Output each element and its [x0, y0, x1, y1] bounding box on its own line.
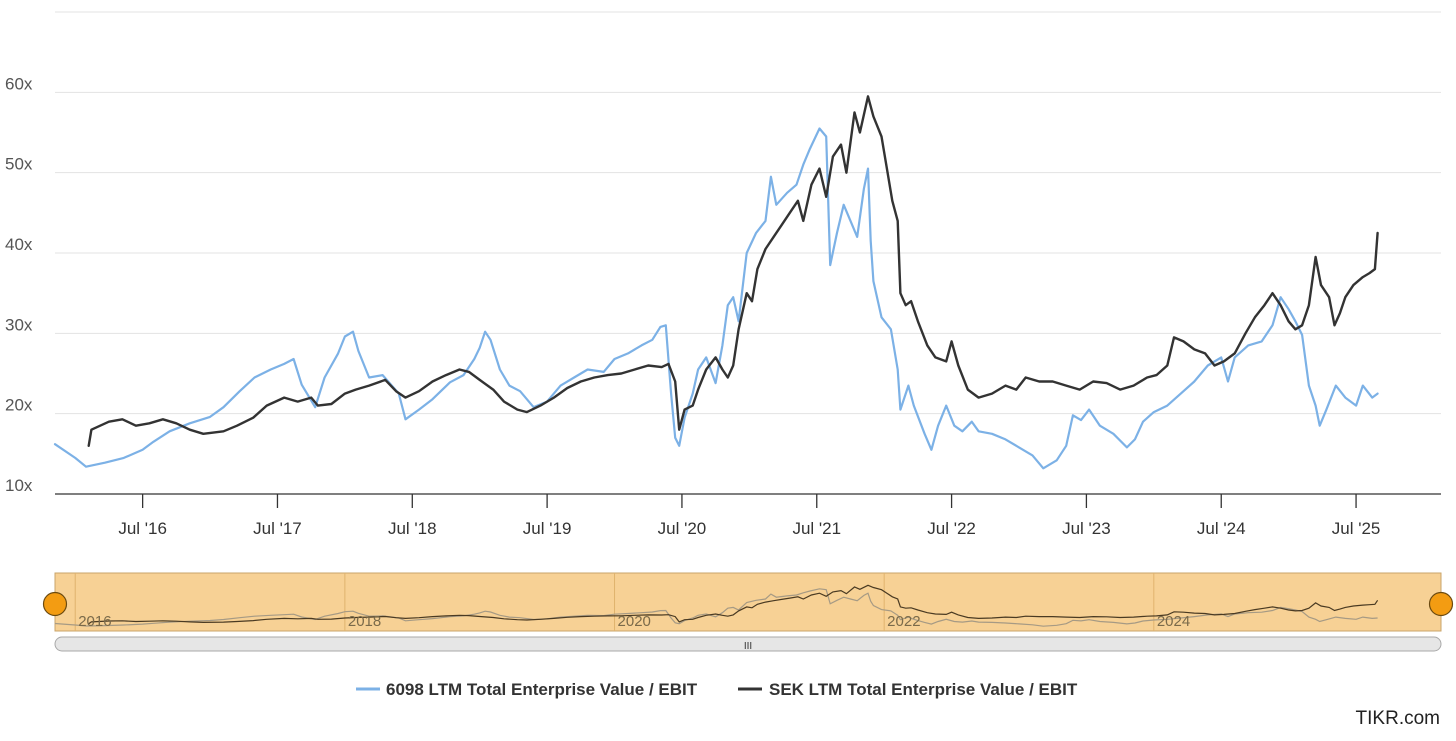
y-tick-label: 30x	[5, 315, 33, 334]
navigator-line-sek	[88, 584, 1379, 625]
x-tick-label: Jul '20	[658, 519, 707, 538]
x-tick-label: Jul '21	[792, 519, 841, 538]
x-tick-label: Jul '18	[388, 519, 437, 538]
legend: 6098 LTM Total Enterprise Value / EBIT S…	[356, 680, 1078, 699]
y-axis: 10x 20x 30x 40x 50x 60x	[5, 74, 33, 495]
navigator-year-label: 2020	[618, 613, 651, 630]
navigator-series	[54, 584, 1379, 627]
legend-item-sek[interactable]: SEK LTM Total Enterprise Value / EBIT	[738, 680, 1078, 699]
series-lines[interactable]	[53, 95, 1379, 470]
y-tick-label: 50x	[5, 155, 33, 174]
series-line-6098[interactable]	[53, 127, 1379, 470]
scrollbar-grip-icon[interactable]: III	[744, 641, 752, 652]
navigator-year-label: 2016	[78, 613, 111, 630]
range-navigator[interactable]: 2016 2018 2020 2022 2024 III	[42, 572, 1454, 652]
x-tick-label: Jul '16	[118, 519, 167, 538]
navigator-year-label: 2024	[1157, 613, 1190, 630]
series-line-sek[interactable]	[87, 95, 1379, 447]
x-tick-label: Jul '25	[1332, 519, 1381, 538]
navigator-scrollbar[interactable]	[54, 636, 1442, 652]
y-tick-label: 10x	[5, 476, 33, 495]
x-axis: Jul '16 Jul '17 Jul '18 Jul '19 Jul '20 Jul '…	[55, 493, 1441, 538]
legend-label-6098: 6098 LTM Total Enterprise Value / EBIT	[386, 680, 698, 699]
navigator-left-handle[interactable]	[42, 591, 68, 617]
x-tick-label: Jul '22	[927, 519, 976, 538]
y-tick-label: 20x	[5, 396, 33, 415]
navigator-labels: 2016 2018 2020 2022 2024	[78, 613, 1190, 630]
x-tick-label: Jul '23	[1062, 519, 1111, 538]
navigator-right-handle[interactable]	[1428, 591, 1454, 617]
y-tick-label: 60x	[5, 74, 33, 93]
x-tick-label: Jul '17	[253, 519, 302, 538]
x-tick-label: Jul '24	[1197, 519, 1246, 538]
grid	[55, 11, 1441, 415]
legend-label-sek: SEK LTM Total Enterprise Value / EBIT	[769, 680, 1078, 699]
credit-text: TIKR.com	[1356, 708, 1440, 729]
navigator-line-6098	[54, 588, 1378, 627]
y-tick-label: 40x	[5, 235, 33, 254]
navigator-grid	[74, 573, 1155, 631]
legend-item-6098[interactable]: 6098 LTM Total Enterprise Value / EBIT	[356, 680, 698, 699]
navigator-year-label: 2018	[348, 613, 381, 630]
navigator-year-label: 2022	[887, 613, 920, 630]
x-tick-label: Jul '19	[523, 519, 572, 538]
